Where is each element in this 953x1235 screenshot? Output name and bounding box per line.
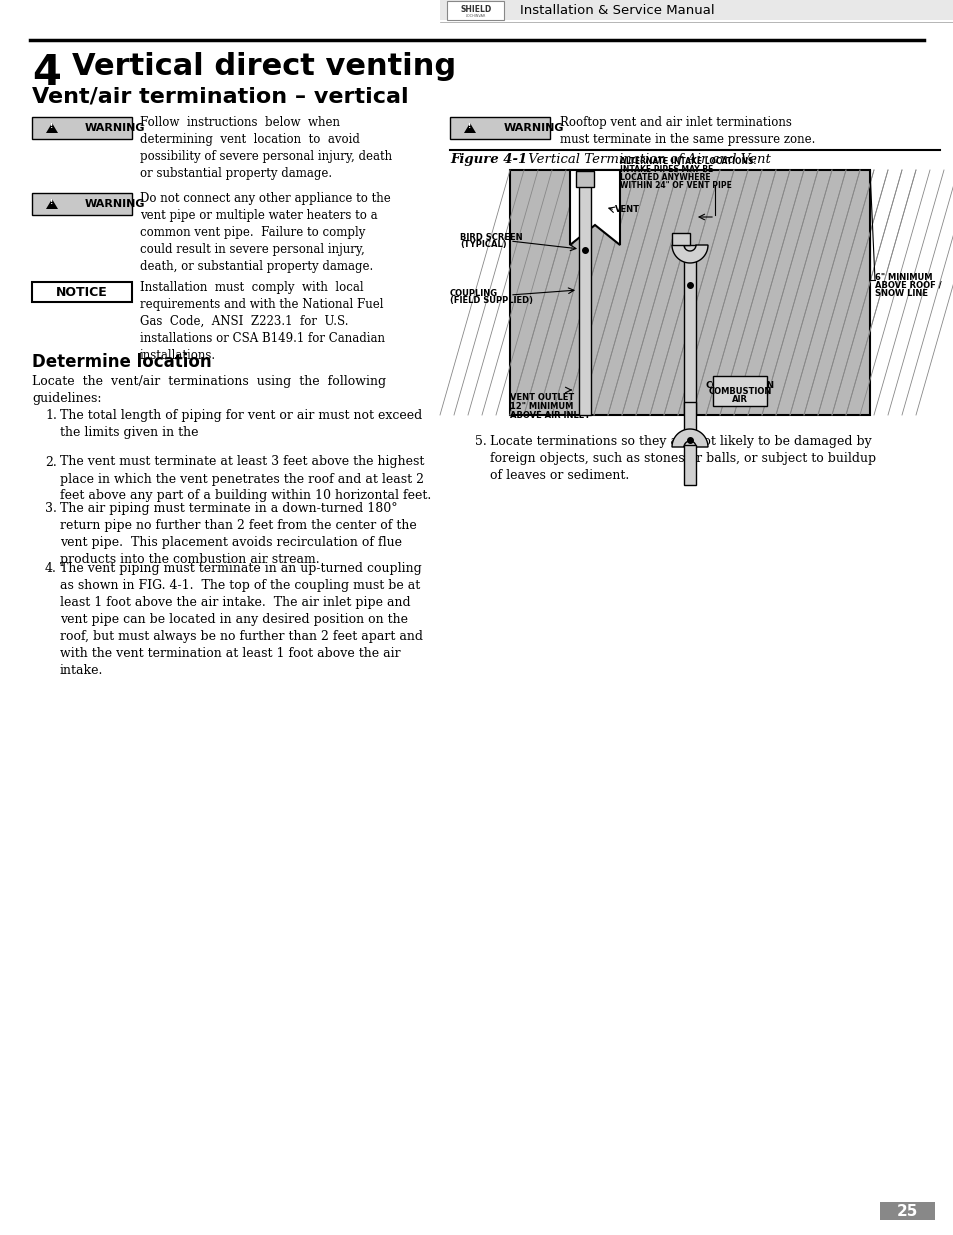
Polygon shape bbox=[46, 124, 58, 133]
Bar bbox=[683, 403, 696, 447]
Text: Determine location: Determine location bbox=[32, 353, 212, 370]
Text: ABOVE AIR INLET: ABOVE AIR INLET bbox=[510, 411, 590, 420]
Text: VENT: VENT bbox=[615, 205, 639, 215]
Bar bbox=[683, 245, 696, 415]
Text: COMBUSTION: COMBUSTION bbox=[704, 380, 774, 389]
Text: The air piping must terminate in a down-turned 180°
return pipe no further than : The air piping must terminate in a down-… bbox=[60, 501, 416, 566]
Text: (FIELD SUPPLIED): (FIELD SUPPLIED) bbox=[450, 296, 533, 305]
FancyBboxPatch shape bbox=[447, 1, 503, 20]
Text: 4: 4 bbox=[32, 52, 61, 94]
Text: 4.: 4. bbox=[45, 562, 57, 576]
Text: 6" MINIMUM: 6" MINIMUM bbox=[874, 273, 931, 282]
Text: 25: 25 bbox=[896, 1203, 917, 1219]
Text: Vent/air termination – vertical: Vent/air termination – vertical bbox=[32, 86, 408, 107]
Bar bbox=[510, 170, 869, 415]
Text: INTAKE PIPES MAY BE: INTAKE PIPES MAY BE bbox=[619, 165, 713, 174]
Bar bbox=[576, 170, 594, 186]
Polygon shape bbox=[671, 429, 707, 447]
Text: SHIELD: SHIELD bbox=[460, 5, 491, 15]
Bar bbox=[671, 233, 689, 245]
FancyBboxPatch shape bbox=[32, 117, 132, 140]
Text: Installation  must  comply  with  local
requirements and with the National Fuel
: Installation must comply with local requ… bbox=[140, 282, 385, 362]
Text: 1.: 1. bbox=[45, 409, 57, 422]
Text: AIR: AIR bbox=[731, 390, 748, 399]
FancyBboxPatch shape bbox=[32, 193, 132, 215]
Text: COUPLING: COUPLING bbox=[450, 289, 497, 298]
Text: ABOVE ROOF /: ABOVE ROOF / bbox=[874, 280, 941, 289]
Polygon shape bbox=[569, 170, 619, 245]
Text: !: ! bbox=[51, 124, 53, 130]
Text: Vertical Termination of Air and Vent: Vertical Termination of Air and Vent bbox=[523, 153, 770, 165]
Text: LOCATED ANYWHERE: LOCATED ANYWHERE bbox=[619, 173, 710, 182]
Text: 3.: 3. bbox=[45, 501, 57, 515]
Text: NOTICE: NOTICE bbox=[56, 285, 108, 299]
Text: Installation & Service Manual: Installation & Service Manual bbox=[519, 4, 714, 16]
Text: Rooftop vent and air inlet terminations
must terminate in the same pressure zone: Rooftop vent and air inlet terminations … bbox=[559, 116, 815, 146]
Text: LOCHINVAR: LOCHINVAR bbox=[465, 14, 486, 19]
Text: !: ! bbox=[468, 124, 471, 130]
Text: SNOW LINE: SNOW LINE bbox=[874, 289, 927, 298]
FancyBboxPatch shape bbox=[32, 282, 132, 303]
Text: Do not connect any other appliance to the
vent pipe or multiple water heaters to: Do not connect any other appliance to th… bbox=[140, 191, 391, 273]
Text: Follow  instructions  below  when
determining  vent  location  to  avoid
possibi: Follow instructions below when determini… bbox=[140, 116, 392, 180]
FancyBboxPatch shape bbox=[439, 0, 953, 20]
Text: Locate terminations so they are not likely to be damaged by
foreign objects, suc: Locate terminations so they are not like… bbox=[490, 435, 875, 482]
Text: The vent must terminate at least 3 feet above the highest
place in which the ven: The vent must terminate at least 3 feet … bbox=[60, 456, 431, 503]
Polygon shape bbox=[463, 124, 476, 133]
Text: WARNING: WARNING bbox=[85, 124, 146, 133]
Text: BIRD SCREEN: BIRD SCREEN bbox=[459, 232, 522, 242]
Text: Figure 4-1: Figure 4-1 bbox=[450, 153, 527, 165]
Text: The total length of piping for vent or air must not exceed
the limits given in t: The total length of piping for vent or a… bbox=[60, 409, 422, 438]
Text: WARNING: WARNING bbox=[85, 199, 146, 209]
Text: The vent piping must terminate in an up-turned coupling
as shown in FIG. 4-1.  T: The vent piping must terminate in an up-… bbox=[60, 562, 422, 677]
Text: AIR: AIR bbox=[731, 394, 747, 404]
Text: 5.: 5. bbox=[475, 435, 486, 448]
FancyBboxPatch shape bbox=[712, 375, 766, 406]
Bar bbox=[683, 445, 696, 485]
Text: Locate  the  vent/air  terminations  using  the  following
guidelines:: Locate the vent/air terminations using t… bbox=[32, 375, 386, 405]
Text: !: ! bbox=[51, 200, 53, 205]
Text: ALTERNATE INTAKE LOCATIONS:: ALTERNATE INTAKE LOCATIONS: bbox=[619, 157, 756, 165]
Text: WITHIN 24" OF VENT PIPE: WITHIN 24" OF VENT PIPE bbox=[619, 182, 731, 190]
Text: COMBUSTION: COMBUSTION bbox=[707, 387, 771, 395]
Text: WARNING: WARNING bbox=[503, 124, 564, 133]
Text: 2.: 2. bbox=[45, 456, 56, 468]
Text: Vertical direct venting: Vertical direct venting bbox=[71, 52, 456, 82]
Bar bbox=[578, 185, 590, 415]
Text: 12" MINIMUM: 12" MINIMUM bbox=[510, 403, 573, 411]
Polygon shape bbox=[671, 245, 707, 263]
FancyBboxPatch shape bbox=[450, 117, 550, 140]
Text: (TYPICAL): (TYPICAL) bbox=[459, 241, 506, 249]
Text: VENT OUTLET: VENT OUTLET bbox=[510, 393, 574, 403]
Polygon shape bbox=[46, 199, 58, 209]
FancyBboxPatch shape bbox=[879, 1202, 934, 1220]
